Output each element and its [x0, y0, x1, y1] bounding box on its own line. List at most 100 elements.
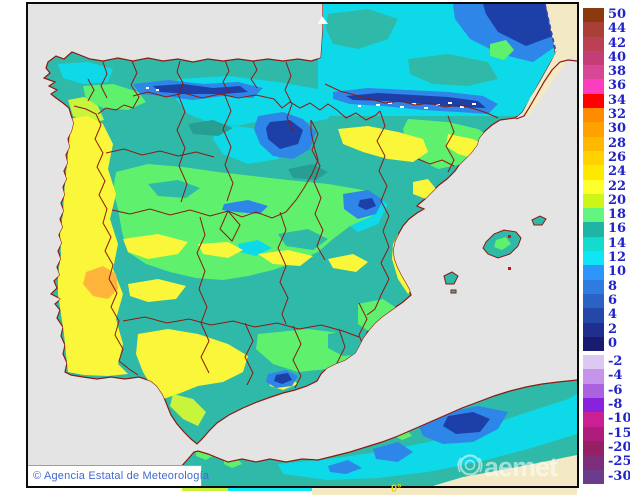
- province-borders: [73, 59, 499, 389]
- scale-entry: 16: [583, 221, 630, 237]
- scale-value: 20: [608, 192, 627, 208]
- data-boundary-dashed-line: [544, 4, 557, 53]
- scale-entry: -30: [583, 468, 630, 484]
- scale-swatch: [583, 79, 604, 94]
- bleed-strip-cyan: [228, 488, 312, 491]
- french-coastline: [515, 59, 577, 120]
- scale-value: 8: [608, 278, 618, 294]
- scale-entry: 6: [583, 293, 630, 309]
- meridian-label: 0°: [391, 483, 402, 495]
- scale-swatch: [583, 293, 604, 309]
- scale-entry: 14: [583, 235, 630, 252]
- scale-swatch: [583, 222, 604, 237]
- copyright-bar: © Agencia Estatal de Meteorología: [28, 465, 209, 486]
- scale-entry: 40: [583, 49, 630, 66]
- scale-entry: 10: [583, 265, 630, 280]
- northwest-zones: [58, 62, 146, 124]
- scale-value: 32: [608, 107, 627, 123]
- scale-negative: -2 -4 -6 -8 -10: [583, 354, 630, 484]
- scale-value: -15: [608, 425, 630, 441]
- mallorca-green-patch: [494, 237, 511, 250]
- bleed-strip-green: [182, 488, 228, 491]
- scale-value: 14: [608, 235, 627, 251]
- scale-swatch: [583, 336, 604, 352]
- scale-swatch: [583, 412, 604, 427]
- scale-value: 2: [608, 321, 618, 337]
- scale-entry: -2: [583, 354, 630, 370]
- scale-entry: 18: [583, 207, 630, 223]
- scale-entry: 42: [583, 36, 630, 51]
- scale-value: 50: [608, 7, 627, 22]
- scale-swatch: [583, 208, 604, 223]
- scale-swatch: [583, 65, 604, 80]
- ibiza: [443, 271, 459, 285]
- scale-entry: 26: [583, 150, 630, 166]
- scale-swatch: [583, 122, 604, 137]
- scale-entry: 12: [583, 250, 630, 266]
- scale-value: -30: [608, 468, 630, 484]
- scale-entry: 24: [583, 164, 630, 180]
- balearic-islands: [443, 215, 547, 294]
- scale-swatch: [583, 426, 604, 441]
- scale-positive: 50 44 42 40 38: [583, 7, 630, 352]
- scale-swatch: [583, 93, 604, 109]
- iberia-temperature-map: aemet: [28, 4, 577, 486]
- scale-value: 40: [608, 49, 627, 65]
- scale-swatch: [583, 369, 604, 384]
- scale-entry: 50: [583, 7, 630, 23]
- scale-swatch: [583, 469, 604, 484]
- france-nodata-region: [515, 4, 577, 120]
- scale-swatch: [583, 150, 604, 166]
- scale-entry: -8: [583, 397, 630, 413]
- scale-value: 36: [608, 78, 627, 94]
- scale-swatch: [583, 279, 604, 294]
- scale-entry: 8: [583, 278, 630, 294]
- map-canvas: aemet © Agencia Estatal de Meteorología: [26, 2, 579, 488]
- scale-swatch: [583, 193, 604, 209]
- scale-entry: 2: [583, 321, 630, 337]
- scale-entry: 0: [583, 335, 630, 352]
- scale-swatch: [583, 22, 604, 37]
- france-data-region: [318, 4, 555, 116]
- scale-entry: 36: [583, 78, 630, 94]
- bleed-strip-beige: [312, 488, 577, 495]
- africa-coastline: [177, 379, 577, 471]
- menorca: [531, 215, 547, 226]
- scale-swatch: [583, 108, 604, 123]
- scale-entry: 32: [583, 107, 630, 123]
- scale-value: 34: [608, 92, 627, 108]
- scale-swatch: [583, 251, 604, 266]
- scale-entry: 28: [583, 136, 630, 151]
- scale-value: 16: [608, 221, 627, 237]
- scale-value: -8: [608, 397, 623, 413]
- scale-swatch: [583, 265, 604, 280]
- scale-swatch: [583, 355, 604, 370]
- scale-swatch: [583, 322, 604, 337]
- scale-swatch: [583, 50, 604, 66]
- scale-swatch: [583, 455, 604, 470]
- island-dot-2: [508, 235, 511, 238]
- scale-value: 44: [608, 21, 627, 37]
- scale-value: -6: [608, 382, 623, 398]
- scale-entry: 30: [583, 121, 630, 137]
- scale-entry: -6: [583, 382, 630, 399]
- scale-value: 38: [608, 64, 627, 80]
- scale-entry: 4: [583, 307, 630, 323]
- scale-entry: -20: [583, 439, 630, 456]
- scale-value: -20: [608, 439, 630, 455]
- scale-value: -10: [608, 411, 630, 427]
- scale-swatch: [583, 36, 604, 51]
- scale-swatch: [583, 8, 604, 23]
- scale-value: -4: [608, 368, 623, 384]
- scale-value: 30: [608, 121, 627, 137]
- scale-swatch: [583, 308, 604, 323]
- scale-entry: 44: [583, 21, 630, 37]
- scale-entry: 20: [583, 192, 630, 209]
- scale-swatch: [583, 165, 604, 180]
- scale-value: 0: [608, 335, 618, 351]
- scale-value: 24: [608, 164, 627, 180]
- formentera: [450, 289, 457, 294]
- temperature-scale: 50 44 42 40 38: [583, 7, 630, 484]
- scale-swatch: [583, 236, 604, 252]
- scale-entry: 22: [583, 179, 630, 194]
